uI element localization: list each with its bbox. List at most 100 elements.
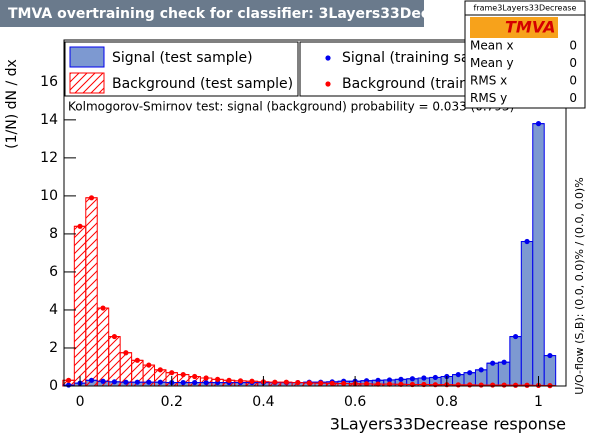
training-point [295, 379, 301, 386]
side-note: U/O-flow (S,B): (0.0, 0.0)% / (0.0, 0.0)… [573, 177, 586, 394]
training-point [478, 382, 484, 388]
training-point [283, 379, 289, 385]
training-point [547, 352, 553, 359]
training-point [77, 223, 83, 229]
background-bar [96, 307, 110, 387]
training-point [214, 376, 221, 382]
y-tick-label: 0 [49, 378, 58, 394]
training-point [192, 373, 198, 380]
training-point [421, 375, 427, 381]
training-point [501, 359, 507, 365]
training-point [386, 381, 393, 387]
x-tick-label: 1 [534, 394, 543, 410]
x-tick-label: 0.8 [436, 394, 458, 410]
y-tick-label: 8 [49, 226, 58, 242]
stats-label: Mean y [470, 56, 514, 70]
training-point [203, 375, 209, 381]
training-point [478, 367, 484, 373]
background-bar [85, 197, 98, 387]
training-point [318, 380, 324, 386]
training-point [490, 382, 496, 388]
background-bar [73, 225, 87, 387]
y-tick-label: 2 [49, 340, 58, 356]
training-point [455, 382, 461, 388]
training-point [65, 382, 72, 388]
training-point [123, 379, 129, 385]
training-point [111, 379, 118, 385]
training-point [467, 382, 473, 388]
training-point [88, 377, 95, 383]
y-tick-label: 12 [40, 150, 58, 166]
x-tick-label: 0 [76, 394, 85, 410]
training-point [363, 381, 370, 387]
training-point [249, 378, 255, 384]
training-point [375, 381, 381, 387]
y-tick-label: 6 [49, 264, 58, 280]
training-point [100, 305, 106, 311]
training-point [134, 379, 140, 385]
training-point [398, 376, 404, 382]
x-tick-label: 0.6 [344, 394, 366, 410]
x-tick-label: 0.2 [161, 394, 183, 410]
stats-title: frame3Layers33Decrease [474, 4, 577, 13]
training-point [134, 357, 140, 363]
legend-swatch [69, 46, 105, 68]
stats-value: 0 [569, 74, 577, 88]
stats-label: Mean x [470, 39, 514, 53]
chart-title: TMVA overtraining check for classifier: … [8, 6, 473, 22]
training-point [409, 376, 416, 382]
training-point [375, 377, 381, 383]
signal-bar [520, 241, 534, 387]
training-point [157, 379, 163, 385]
training-point [341, 380, 347, 387]
training-point [88, 195, 95, 201]
training-point [490, 360, 496, 366]
stats-value: 0 [569, 39, 577, 53]
training-point [146, 379, 152, 385]
y-tick-label: 16 [40, 74, 58, 90]
training-point [306, 380, 312, 386]
training-point [512, 333, 519, 340]
training-point [512, 382, 519, 388]
signal-bar [497, 361, 511, 387]
training-point [226, 377, 232, 383]
plot-area [62, 121, 557, 389]
training-point [111, 333, 118, 340]
training-point [455, 371, 461, 378]
y-axis-label: (1/N) dN / dx [4, 59, 20, 149]
stats-label: RMS x [470, 74, 507, 88]
y-tick-label: 4 [49, 302, 58, 318]
training-point [123, 350, 129, 356]
x-tick-label: 0.4 [252, 394, 274, 410]
legend-label: Signal (test sample) [112, 50, 253, 66]
x-axis-label: 3Layers33Decrease response [330, 415, 566, 434]
background-bar [108, 336, 121, 387]
training-point [432, 374, 438, 381]
training-point [386, 377, 393, 383]
legend-dot [325, 81, 331, 87]
training-point [501, 382, 507, 388]
training-point [157, 367, 163, 373]
stats-label: RMS y [470, 91, 507, 105]
training-point [329, 380, 335, 386]
training-point [192, 379, 198, 386]
y-tick-label: 14 [40, 112, 58, 128]
frame [63, 39, 567, 387]
legend-swatch [69, 72, 105, 94]
stats-value: 0 [569, 91, 577, 105]
y-tick-label: 10 [40, 188, 58, 204]
training-point [203, 379, 209, 386]
training-point [146, 362, 152, 368]
legend-label: Background (test sample) [112, 76, 293, 92]
signal-bar [543, 355, 557, 387]
ks-annotation: Kolmogorov-Smirnov test: signal (backgro… [68, 100, 514, 114]
training-point [272, 379, 278, 385]
logo: TMVA [505, 18, 556, 37]
training-point [169, 370, 175, 376]
training-point [180, 371, 186, 378]
training-point [467, 370, 473, 376]
training-point [100, 378, 106, 384]
training-point [237, 378, 244, 384]
